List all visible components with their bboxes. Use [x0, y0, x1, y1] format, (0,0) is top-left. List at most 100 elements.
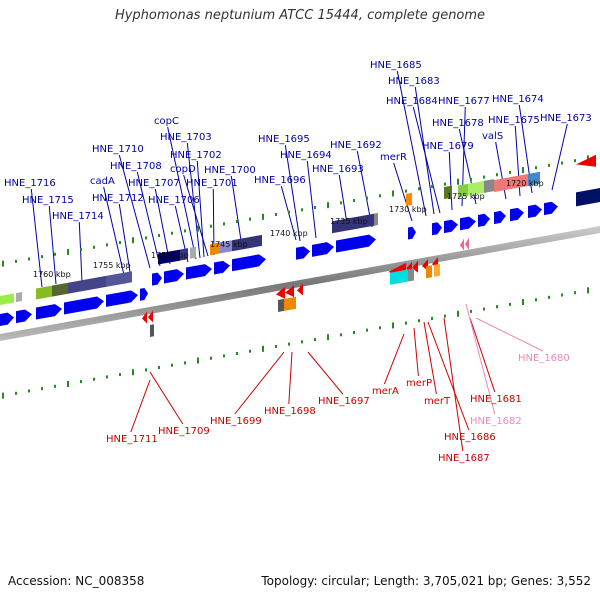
- reverse-gene-arrow: [465, 237, 469, 250]
- feature-box: [52, 282, 68, 297]
- forward-gene-arrow: [494, 210, 506, 225]
- forward-gene-arrow: [408, 226, 416, 240]
- leader-line: [234, 351, 285, 415]
- gene-label-hne_1687: HNE_1687: [438, 453, 490, 464]
- forward-gene-arrow: [186, 264, 212, 280]
- feature-box: [458, 183, 468, 198]
- scale-label: 1730 kbp: [389, 205, 427, 214]
- leader-line: [48, 205, 57, 285]
- feature-box: [232, 234, 262, 252]
- leader-line: [551, 123, 568, 191]
- feature-box: [180, 248, 188, 261]
- forward-gene-arrow: [336, 234, 376, 253]
- feature-box: [36, 285, 52, 300]
- gene-label-hne_1684: HNE_1684: [386, 96, 438, 107]
- scale-label: 1750 kbp: [151, 251, 189, 260]
- gene-label-hne_1692: HNE_1692: [330, 140, 382, 151]
- reverse-gene-arrow: [297, 283, 303, 296]
- leader-line: [475, 317, 544, 352]
- feature-box: [484, 179, 494, 193]
- gene-label-hne_1699: HNE_1699: [210, 416, 262, 427]
- forward-gene-arrow: [164, 269, 184, 284]
- feature-box: [278, 298, 284, 312]
- feature-box: [284, 296, 296, 311]
- feature-box: [332, 213, 376, 234]
- gene-label-hne_1706: HNE_1706: [148, 195, 200, 206]
- genome-backbone: [0, 226, 600, 341]
- leader-line: [288, 351, 293, 405]
- gene-label-hne_1685: HNE_1685: [370, 60, 422, 71]
- leader-line: [393, 162, 413, 222]
- scale-label: 1735 kbp: [330, 217, 368, 226]
- scale-label: 1745 kbp: [210, 240, 248, 249]
- gene-label-hne_1695: HNE_1695: [258, 134, 310, 145]
- reverse-gene-arrow: [148, 310, 153, 323]
- forward-gene-arrow: [140, 288, 148, 301]
- forward-gene-arrow: [296, 246, 310, 260]
- gene-label-vals: valS: [482, 131, 503, 142]
- lower-scale-ticks: [2, 287, 589, 399]
- scale-label: 1740 kbp: [270, 229, 308, 238]
- leader-line: [423, 321, 437, 395]
- gene-label-mera: merA: [372, 386, 399, 397]
- gene-label-hne_1677: HNE_1677: [438, 96, 490, 107]
- reverse-gene-arrow: [276, 286, 285, 299]
- leader-line: [284, 144, 301, 242]
- gene-label-hne_1711: HNE_1711: [106, 434, 158, 445]
- gene-label-hne_1712: HNE_1712: [92, 193, 144, 204]
- leader-line: [167, 126, 197, 260]
- forward-gene-arrow: [510, 207, 524, 222]
- feature-box: [374, 212, 378, 226]
- forward-gene-arrow: [232, 254, 266, 272]
- leader-line: [465, 303, 496, 415]
- feature-box: [190, 246, 196, 259]
- feature-box: [210, 242, 220, 256]
- leader-line: [469, 317, 496, 393]
- genome-summary-text: Topology: circular; Length: 3,705,021 bp…: [261, 574, 591, 588]
- feature-box: [576, 188, 600, 207]
- leader-line: [427, 321, 470, 431]
- gene-label-hne_1694: HNE_1694: [280, 150, 332, 161]
- forward-gene-arrow: [152, 272, 162, 286]
- reverse-gene-arrow: [460, 238, 464, 251]
- forward-gene-arrow: [214, 260, 230, 275]
- leader-line: [149, 371, 184, 425]
- forward-gene-arrow: [36, 304, 62, 320]
- gene-label-hne_1702: HNE_1702: [170, 150, 222, 161]
- feature-box: [0, 293, 14, 305]
- forward-gene-arrow: [478, 213, 490, 227]
- feature-box: [390, 269, 408, 285]
- gene-label-hne_1714: HNE_1714: [52, 211, 104, 222]
- gene-label-merp: merP: [406, 378, 432, 389]
- feature-box: [150, 324, 154, 337]
- leader-line: [383, 333, 405, 385]
- feature-box: [426, 265, 432, 279]
- feature-box: [406, 192, 412, 206]
- gene-label-hne_1682: HNE_1682: [470, 416, 522, 427]
- gene-label-hne_1716: HNE_1716: [4, 178, 56, 189]
- forward-gene-arrow: [460, 216, 476, 231]
- feature-box: [106, 271, 132, 287]
- leader-line: [30, 188, 43, 288]
- gene-label-merr: merR: [380, 152, 407, 163]
- leader-line: [413, 327, 419, 377]
- feature-box: [158, 249, 180, 265]
- gene-label-hne_1674: HNE_1674: [492, 94, 544, 105]
- leader-line: [443, 317, 464, 452]
- gene-label-hne_1700: HNE_1700: [204, 165, 256, 176]
- feature-box: [68, 275, 106, 294]
- gene-label-hne_1707: HNE_1707: [128, 178, 180, 189]
- scale-label: 1725 kbp: [447, 192, 485, 201]
- gene-label-hne_1696: HNE_1696: [254, 175, 306, 186]
- feature-box: [528, 171, 540, 186]
- map-title: Hyphomonas neptunium ATCC 15444, complet…: [114, 8, 486, 23]
- gene-label-cada: cadA: [90, 176, 115, 187]
- reverse-gene-arrow: [412, 260, 418, 273]
- leader-line: [307, 351, 344, 395]
- leader-line: [306, 160, 317, 239]
- feature-box: [468, 180, 484, 196]
- gene-label-hne_1710: HNE_1710: [92, 144, 144, 155]
- accession-text: Accession: NC_008358: [8, 574, 145, 588]
- gene-label-hne_1686: HNE_1686: [444, 432, 496, 443]
- gene-label-hne_1708: HNE_1708: [110, 161, 162, 172]
